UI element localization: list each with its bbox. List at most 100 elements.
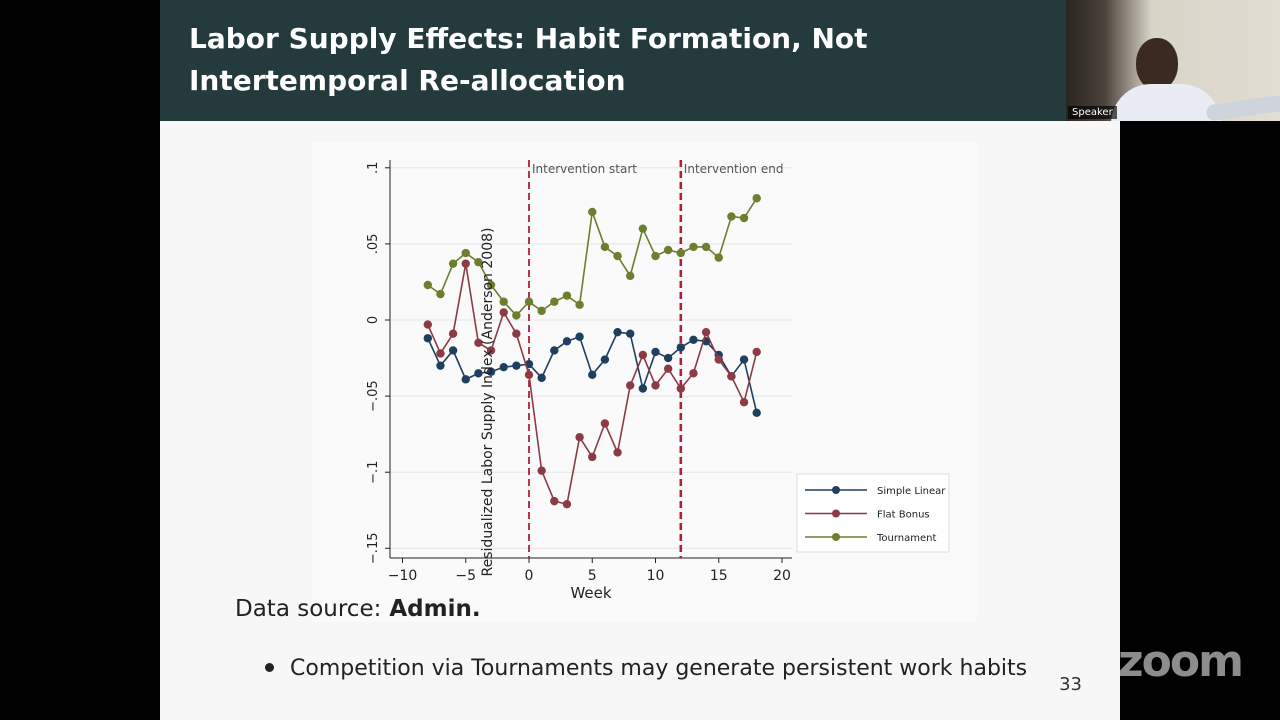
y-tick-label: .1 [366, 162, 381, 174]
data-point [537, 373, 546, 383]
data-point [600, 242, 610, 252]
data-point [423, 334, 432, 343]
data-point [448, 329, 458, 338]
data-point [436, 289, 445, 299]
data-point [423, 320, 432, 329]
x-tick-label: 20 [773, 568, 791, 584]
data-point [486, 280, 496, 290]
data-source-label: Data source: [235, 596, 382, 622]
data-point [663, 245, 673, 255]
legend-label: Tournament [876, 533, 936, 544]
intervention-label: Intervention start [532, 162, 637, 176]
data-point [613, 448, 622, 457]
data-point [588, 452, 597, 462]
data-point [588, 207, 597, 217]
data-point [689, 242, 698, 252]
data-point [550, 346, 559, 355]
data-point [739, 213, 749, 223]
data-source-value: Admin. [389, 596, 481, 622]
data-point [562, 337, 572, 346]
data-point [474, 369, 483, 378]
y-tick-label: .05 [366, 234, 381, 255]
y-tick-label: 0 [366, 316, 381, 324]
data-point [626, 381, 635, 390]
speaker-name-label: Speaker [1068, 106, 1117, 119]
data-point [752, 408, 761, 418]
speaker-video-tile[interactable]: Speaker [1066, 0, 1280, 121]
chart-legend: Simple Linear Flat Bonus Tournament [796, 473, 950, 553]
data-point [701, 327, 711, 337]
data-point [651, 347, 660, 357]
speaker-head [1136, 38, 1178, 90]
y-axis-label: Residualized Labor Supply Index (Anderso… [480, 228, 496, 577]
data-point [512, 311, 521, 320]
data-point [626, 271, 635, 281]
data-point [537, 306, 546, 316]
data-point [474, 257, 483, 267]
data-point [727, 372, 736, 381]
data-point [752, 194, 761, 203]
speaker-body [1111, 84, 1221, 121]
data-point [486, 367, 496, 376]
data-point [613, 327, 622, 337]
y-tick-label: −.1 [366, 461, 381, 484]
legend-swatch-marker [832, 509, 840, 518]
data-point [448, 346, 458, 355]
data-point [512, 361, 521, 370]
x-tick-label: 15 [710, 568, 728, 584]
data-point [461, 375, 470, 384]
x-tick-label: 5 [588, 568, 597, 584]
bullet-text: Competition via Tournaments may generate… [290, 656, 1028, 681]
data-point [499, 297, 508, 306]
line-chart: −.15 −.1 −.05 0 .05 .1 −10 −5 0 5 10 15 20 Intervent… [366, 160, 950, 602]
data-point [537, 466, 546, 475]
data-point [550, 496, 559, 506]
data-point [651, 381, 660, 390]
legend-label: Flat Bonus [877, 510, 930, 521]
data-point [474, 338, 483, 348]
data-point [436, 361, 445, 370]
data-point [550, 297, 559, 306]
data-point [701, 242, 711, 252]
slide-title: Labor Supply Effects: Habit Formation, N… [189, 22, 868, 97]
data-point [562, 291, 572, 300]
data-point [575, 300, 584, 309]
data-point [638, 350, 648, 360]
bullet-dot-icon [265, 662, 274, 672]
legend-swatch-marker [832, 486, 840, 494]
data-point [663, 353, 673, 363]
data-point [663, 364, 673, 373]
data-point [486, 346, 496, 355]
data-point [676, 384, 685, 393]
data-point [436, 349, 445, 358]
data-point [638, 384, 648, 393]
slide: Labor Supply Effects: Habit Formation, N… [160, 0, 1120, 720]
y-tick-label: −.15 [366, 533, 381, 565]
data-point [714, 355, 723, 364]
slide-header: Labor Supply Effects: Habit Formation, N… [160, 0, 1120, 121]
data-point [651, 251, 660, 261]
data-point [562, 499, 572, 509]
y-tick-label: −.05 [366, 380, 381, 412]
data-point [727, 212, 736, 221]
data-point [588, 370, 597, 379]
data-point [676, 248, 685, 258]
data-point [739, 397, 749, 407]
data-point [752, 347, 761, 357]
data-point [689, 335, 698, 344]
data-point [626, 329, 635, 338]
x-tick-label: 0 [525, 568, 534, 584]
data-point [499, 308, 508, 317]
data-point [739, 355, 749, 364]
data-point [499, 362, 508, 372]
data-point [714, 253, 723, 262]
data-point [448, 259, 458, 268]
data-point [600, 419, 610, 428]
x-tick-label: −5 [455, 568, 476, 584]
series-line [427, 263, 758, 506]
data-point [524, 370, 534, 379]
data-point [613, 251, 622, 261]
data-point [461, 259, 470, 268]
data-point [676, 343, 685, 352]
data-point [575, 432, 584, 442]
